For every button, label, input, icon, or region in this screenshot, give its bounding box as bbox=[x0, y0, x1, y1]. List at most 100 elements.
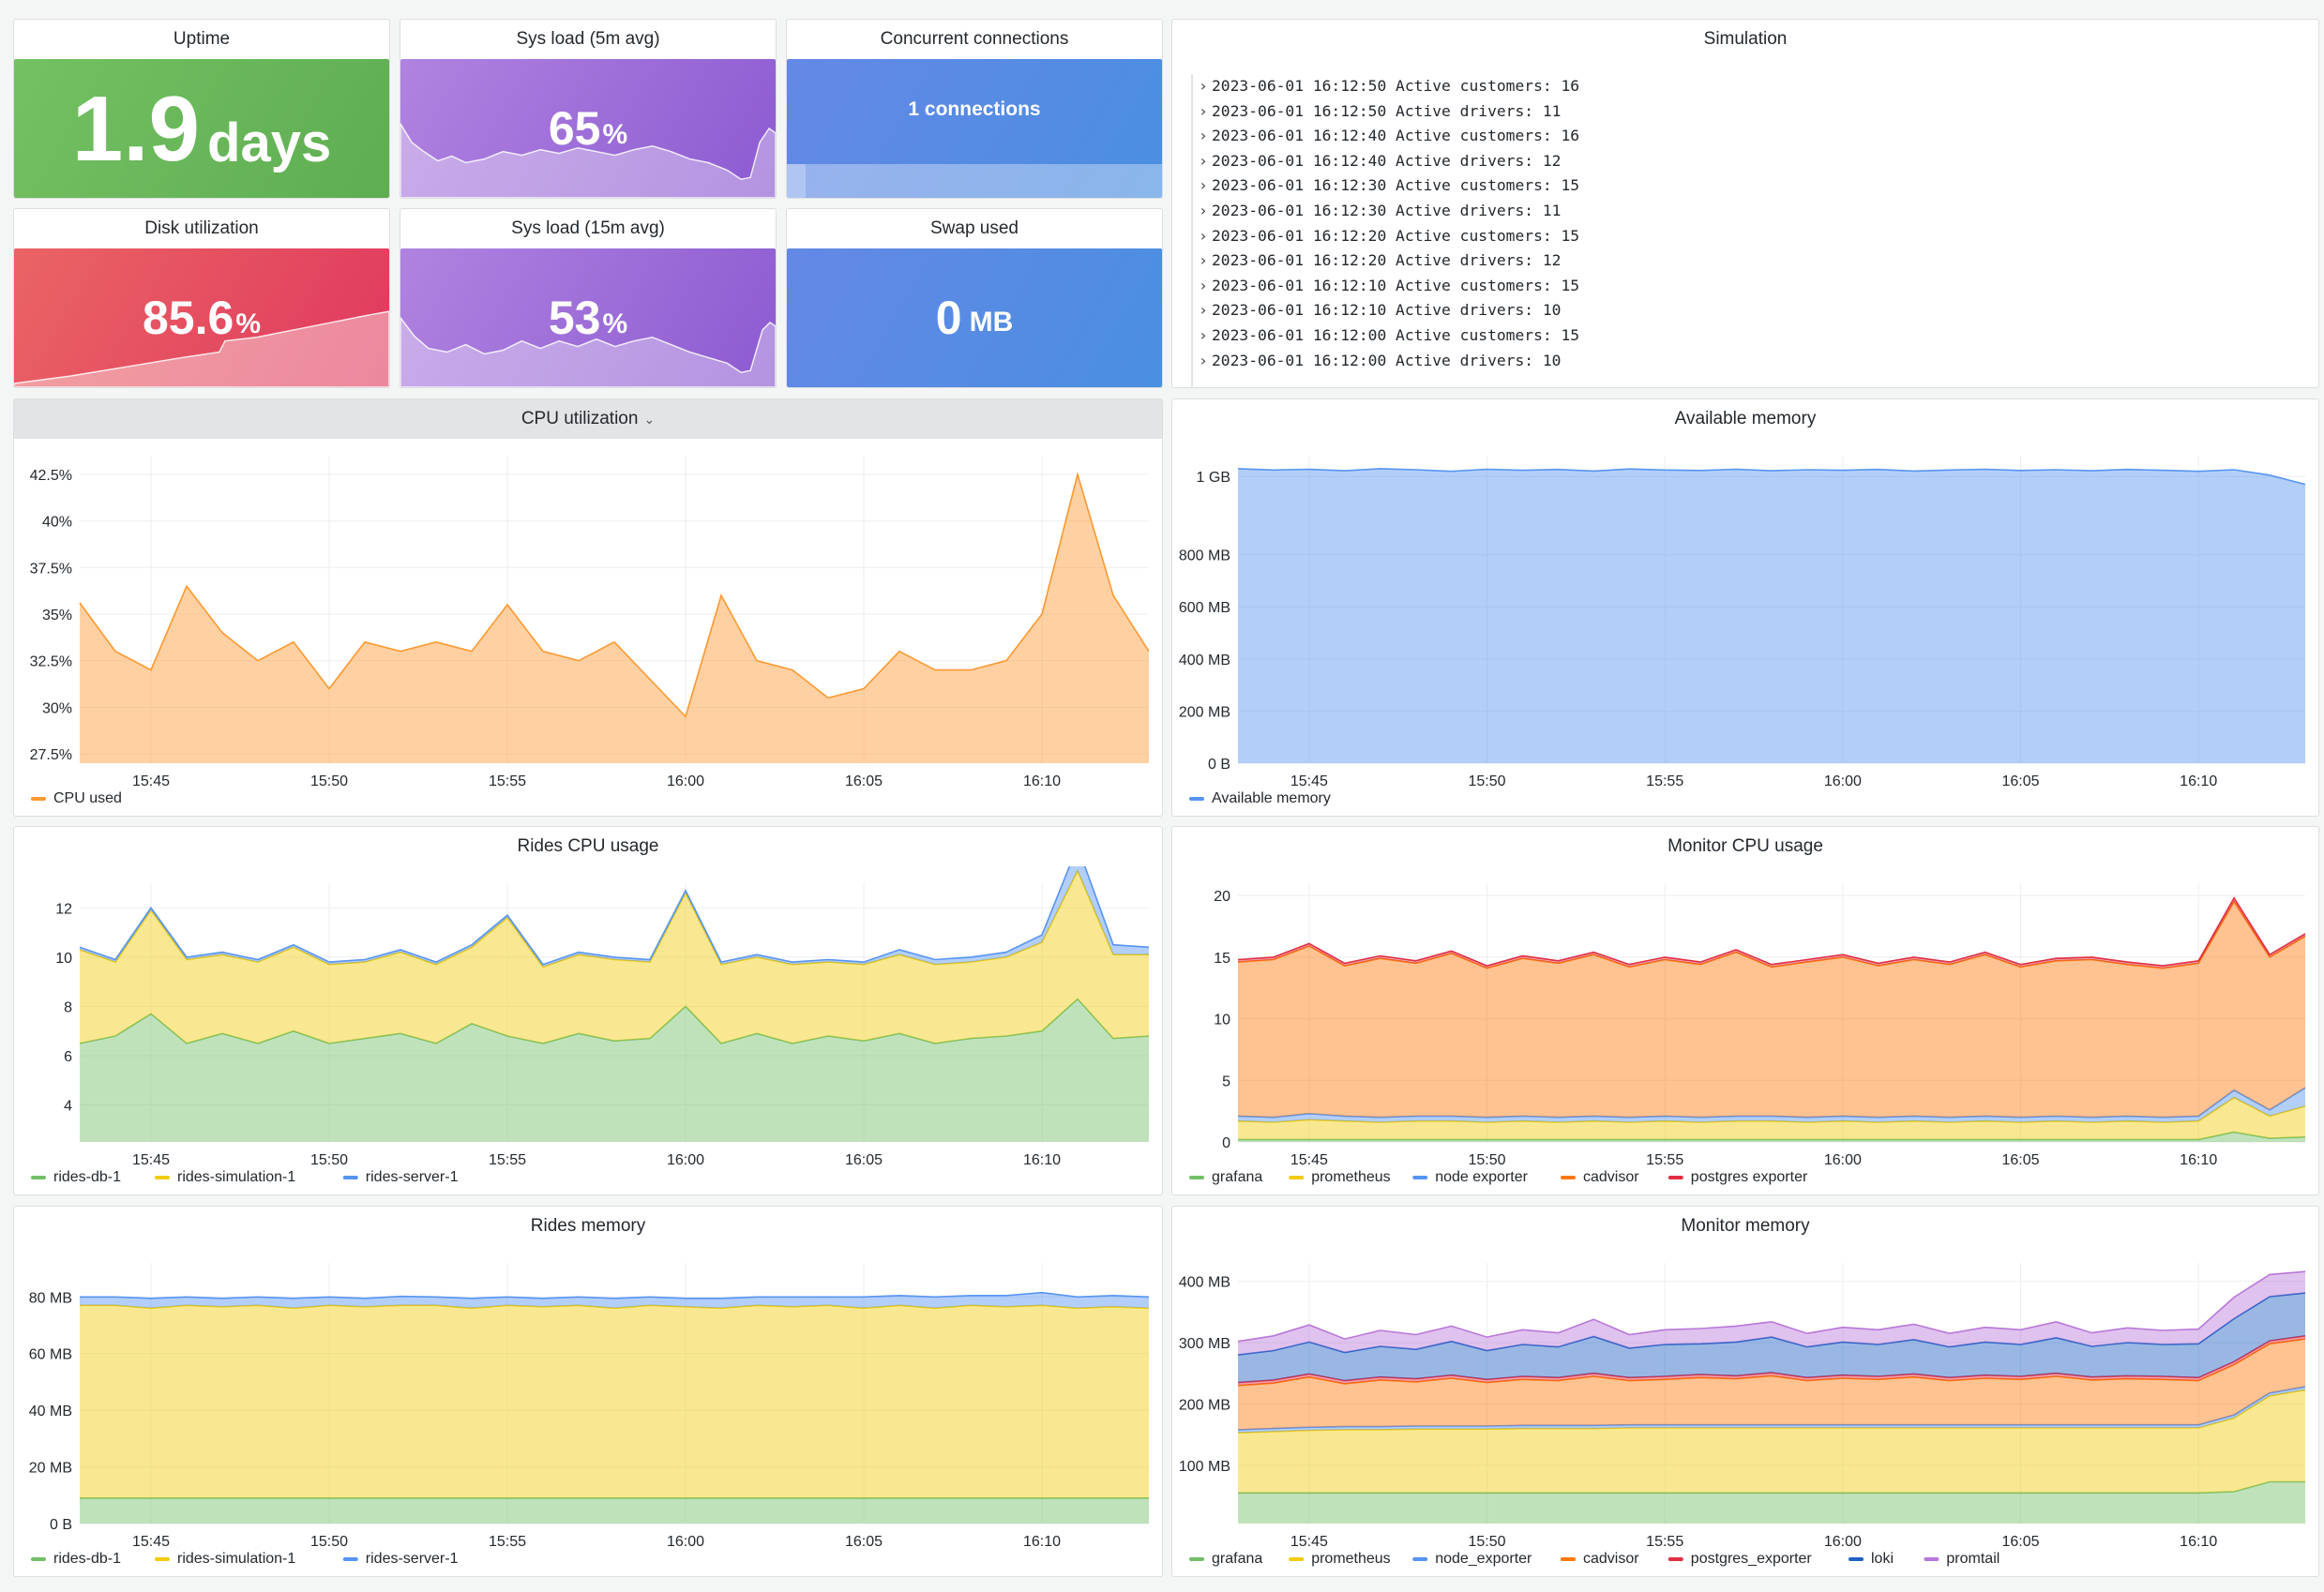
series-area-grafana bbox=[1238, 1481, 2305, 1524]
x-tick-label: 15:55 bbox=[1646, 1534, 1683, 1550]
log-line[interactable]: › 2023-06-01 16:12:40 Active drivers: 12 bbox=[1199, 149, 2300, 174]
chevron-right-icon[interactable]: › bbox=[1199, 276, 1208, 294]
y-tick-label: 8 bbox=[64, 999, 72, 1015]
y-tick-label: 30% bbox=[42, 700, 72, 716]
y-tick-label: 80 MB bbox=[29, 1290, 72, 1306]
sysload15-spark-area bbox=[400, 316, 776, 387]
x-tick-label: 15:45 bbox=[1290, 1534, 1328, 1550]
x-tick-label: 16:05 bbox=[845, 1152, 883, 1168]
chevron-right-icon[interactable]: › bbox=[1199, 351, 1208, 369]
rides-cpu-panel[interactable]: Rides CPU usage 4 6 8 10 12 15:45 15:50 15:55 16… bbox=[13, 826, 1163, 1195]
log-line-text: 2023-06-01 16:12:20 Active customers: 15 bbox=[1212, 226, 1580, 245]
legend-item: cadvisor bbox=[1583, 1551, 1639, 1567]
x-tick-label: 16:00 bbox=[667, 1534, 704, 1550]
monitor-memory-panel[interactable]: Monitor memory 100 MB 200 MB 300 MB 400 MB 1… bbox=[1171, 1206, 2319, 1577]
series-area-CPU used bbox=[80, 473, 1149, 763]
log-line[interactable]: › 2023-06-01 16:12:30 Active customers: 1… bbox=[1199, 173, 2300, 199]
x-tick-label: 15:55 bbox=[489, 1534, 526, 1550]
x-tick-label: 16:10 bbox=[2180, 1534, 2217, 1550]
chevron-right-icon[interactable]: › bbox=[1199, 176, 1208, 195]
simulation-panel[interactable]: Simulation › 2023-06-01 16:12:50 Active c… bbox=[1171, 19, 2319, 388]
legend-swatch bbox=[31, 797, 46, 801]
x-tick-label: 16:00 bbox=[667, 773, 704, 789]
legend-item: prometheus bbox=[1311, 1169, 1391, 1185]
simulation-title: Simulation bbox=[1703, 29, 1788, 49]
log-line[interactable]: › 2023-06-01 16:12:50 Active drivers: 11 bbox=[1199, 99, 2300, 125]
chevron-right-icon[interactable]: › bbox=[1199, 151, 1208, 170]
legend-swatch bbox=[155, 1557, 170, 1561]
log-line[interactable]: › 2023-06-01 16:12:20 Active drivers: 12 bbox=[1199, 248, 2300, 274]
sysload15-panel[interactable]: Sys load (15m avg) 53% bbox=[400, 208, 777, 388]
series-area-rides-db-1 bbox=[80, 1497, 1149, 1524]
log-line[interactable]: › 2023-06-01 16:12:20 Active customers: 1… bbox=[1199, 224, 2300, 249]
monitor-cpu-panel[interactable]: Monitor CPU usage 0 5 10 15 20 15:45 15:50 15:5… bbox=[1171, 826, 2319, 1195]
x-tick-label: 15:50 bbox=[1469, 1152, 1506, 1168]
x-tick-label: 16:00 bbox=[1824, 1152, 1862, 1168]
chevron-right-icon[interactable]: › bbox=[1199, 301, 1208, 320]
chevron-right-icon[interactable]: › bbox=[1199, 325, 1208, 344]
log-line[interactable]: › 2023-06-01 16:12:00 Active drivers: 10 bbox=[1199, 349, 2300, 374]
rides-memory-chart: 0 B 20 MB 40 MB 60 MB 80 MB 15:45 15:50 15:55 16… bbox=[29, 1263, 1150, 1567]
connections-gauge-track bbox=[787, 164, 1162, 198]
log-line[interactable]: › 2023-06-01 16:12:00 Active customers: 1… bbox=[1199, 323, 2300, 349]
legend-item: prometheus bbox=[1311, 1551, 1391, 1567]
x-tick-label: 16:10 bbox=[1023, 1152, 1061, 1168]
uptime-panel[interactable]: Uptime 1.9 days bbox=[13, 19, 390, 199]
simulation-log-list[interactable]: › 2023-06-01 16:12:50 Active customers: 1… bbox=[1191, 74, 2300, 387]
connections-stat: 1 connections bbox=[787, 59, 1162, 198]
chevron-right-icon[interactable]: › bbox=[1199, 127, 1208, 145]
chevron-right-icon[interactable]: › bbox=[1199, 101, 1208, 120]
log-line-text: 2023-06-01 16:12:50 Active drivers: 11 bbox=[1212, 101, 1562, 120]
series-line-prometheus bbox=[1237, 1096, 2306, 1123]
series-area-node exporter bbox=[1238, 1088, 2305, 1122]
y-tick-label: 27.5% bbox=[30, 747, 72, 763]
x-tick-label: 16:00 bbox=[1824, 1534, 1862, 1550]
disk-panel[interactable]: Disk utilization 85.6% bbox=[13, 208, 390, 388]
log-line[interactable]: › 2023-06-01 16:12:30 Active drivers: 11 bbox=[1199, 199, 2300, 224]
sysload5-stat: 65% bbox=[400, 59, 776, 198]
rides-memory-panel[interactable]: Rides memory 0 B 20 MB 40 MB 60 MB 80 MB 15:4… bbox=[13, 1206, 1163, 1577]
sysload5-value: 65 bbox=[548, 102, 601, 155]
avail-memory-panel[interactable]: Available memory 0 B 200 MB 400 MB 600 MB 80… bbox=[1171, 398, 2319, 817]
x-tick-label: 16:05 bbox=[845, 1534, 883, 1550]
x-tick-label: 16:10 bbox=[1023, 773, 1061, 789]
legend-item: rides-server-1 bbox=[366, 1169, 459, 1185]
cpu-title[interactable]: CPU utilization ⌄ bbox=[14, 399, 1162, 439]
log-line[interactable]: › 2023-06-01 16:12:10 Active drivers: 10 bbox=[1199, 298, 2300, 323]
x-tick-label: 15:45 bbox=[1290, 1152, 1328, 1168]
series-line-rides-server-1 bbox=[79, 866, 1150, 966]
chevron-right-icon[interactable]: › bbox=[1199, 226, 1208, 245]
log-line[interactable]: › 2023-06-01 16:12:10 Active customers: 1… bbox=[1199, 274, 2300, 299]
legend-swatch bbox=[1924, 1557, 1939, 1561]
x-tick-label: 15:50 bbox=[1469, 773, 1506, 789]
cpu-panel[interactable]: CPU utilization ⌄ 27.5% 30% 32.5% 35% 37.5% 40… bbox=[13, 398, 1163, 817]
series-area-rides-db-1 bbox=[80, 999, 1149, 1142]
x-tick-label: 16:00 bbox=[667, 1152, 704, 1168]
chevron-right-icon[interactable]: › bbox=[1199, 77, 1208, 95]
legend-swatch bbox=[342, 1557, 358, 1561]
log-line-text: 2023-06-01 16:12:00 Active drivers: 10 bbox=[1212, 351, 1562, 369]
legend-swatch bbox=[1289, 1557, 1305, 1561]
sysload15-title: Sys load (15m avg) bbox=[511, 218, 665, 238]
connections-panel[interactable]: Concurrent connections 1 connections bbox=[786, 19, 1163, 199]
x-tick-label: 16:05 bbox=[2002, 773, 2040, 789]
sysload5-panel[interactable]: Sys load (5m avg) 65% bbox=[400, 19, 777, 199]
chevron-right-icon[interactable]: › bbox=[1199, 251, 1208, 270]
chevron-down-icon[interactable]: ⌄ bbox=[643, 412, 656, 427]
legend-swatch bbox=[342, 1176, 358, 1179]
swap-panel[interactable]: Swap used 0 MB bbox=[786, 208, 1163, 388]
y-tick-label: 60 MB bbox=[29, 1347, 72, 1363]
disk-spark-area bbox=[14, 310, 389, 387]
legend-swatch bbox=[1668, 1557, 1683, 1561]
legend-swatch bbox=[1561, 1557, 1576, 1561]
log-line-text: 2023-06-01 16:12:20 Active drivers: 12 bbox=[1212, 251, 1562, 270]
log-line[interactable]: › 2023-06-01 16:12:50 Active customers: 1… bbox=[1199, 74, 2300, 99]
legend-swatch bbox=[1668, 1176, 1683, 1179]
y-tick-label: 400 MB bbox=[1179, 653, 1230, 668]
series-area-prometheus bbox=[1238, 1389, 2305, 1494]
monitor-cpu-chart: 0 5 10 15 20 15:45 15:50 15:55 16:00 16:05 16:10 gr… bbox=[1189, 883, 2306, 1185]
x-tick-label: 15:55 bbox=[1646, 1152, 1683, 1168]
log-line[interactable]: › 2023-06-01 16:12:40 Active customers: 1… bbox=[1199, 124, 2300, 149]
series-line-Available memory bbox=[1237, 468, 2306, 486]
chevron-right-icon[interactable]: › bbox=[1199, 201, 1208, 219]
